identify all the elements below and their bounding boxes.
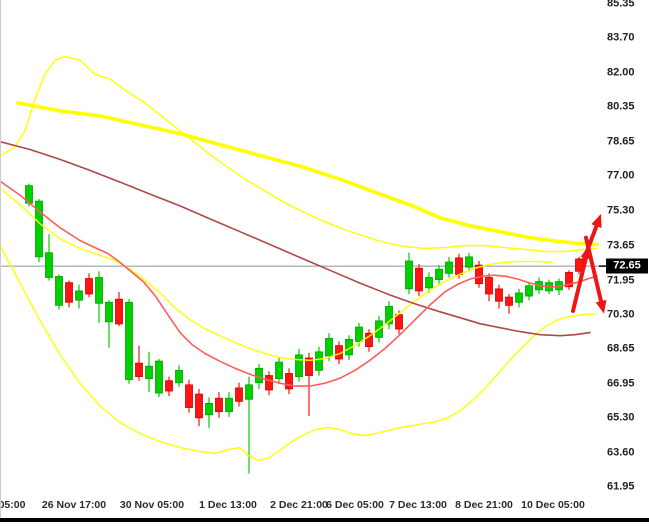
price-axis-label: 75.30 xyxy=(607,204,635,217)
axis-separator-line xyxy=(0,0,1,518)
candle xyxy=(205,403,213,416)
candle xyxy=(145,365,153,380)
candle xyxy=(155,360,163,394)
price-axis-label: 66.95 xyxy=(607,377,635,390)
candle xyxy=(275,361,283,380)
candle xyxy=(365,332,373,348)
forecast-arrow-up-2 xyxy=(582,224,599,262)
price-axis-label: 77.00 xyxy=(607,169,635,182)
candle xyxy=(475,264,483,285)
time-axis-label: 1 Dec 13:00 xyxy=(199,499,257,511)
time-axis-label: 6 Dec 05:00 xyxy=(326,499,384,511)
bottom-border-bar xyxy=(0,518,649,522)
candle xyxy=(305,357,313,376)
candle xyxy=(75,290,83,301)
candle xyxy=(495,288,503,302)
candle xyxy=(445,261,453,274)
price-axis-label: 73.65 xyxy=(607,239,635,251)
candle xyxy=(115,298,123,325)
candle xyxy=(565,271,573,288)
candle xyxy=(165,380,173,392)
candle xyxy=(425,277,433,289)
candle xyxy=(355,326,363,342)
candle xyxy=(265,375,273,391)
candle xyxy=(85,278,93,295)
candle xyxy=(435,268,443,280)
time-axis-label: 26 Nov 17:00 xyxy=(41,499,107,511)
time-axis-label: 10 Dec 05:00 xyxy=(521,499,585,511)
candle xyxy=(235,387,243,402)
price-axis-label: 68.65 xyxy=(607,342,635,355)
candle xyxy=(285,373,293,390)
candle xyxy=(215,397,223,413)
candle xyxy=(225,397,233,413)
current-price-label: 72.65 xyxy=(606,258,648,274)
bollinger-upper-band-line xyxy=(0,55,598,253)
candle xyxy=(415,267,423,292)
candle xyxy=(485,277,493,295)
candle xyxy=(35,200,43,258)
candle xyxy=(525,285,533,297)
bollinger-lower-band-line xyxy=(0,244,596,462)
time-axis-label: 7 Dec 13:00 xyxy=(389,499,447,511)
time-axis-label: 30 Nov 05:00 xyxy=(119,499,185,511)
price-axis-label: 71.95 xyxy=(607,274,635,287)
candle xyxy=(455,257,463,275)
forecast-arrow-down-head xyxy=(595,299,607,314)
forecast-arrow-up-2-head xyxy=(591,213,602,228)
price-axis-label: 63.60 xyxy=(607,446,635,459)
candle xyxy=(505,296,513,306)
price-axis-label: 70.30 xyxy=(607,308,635,321)
candle xyxy=(95,277,103,304)
candle xyxy=(385,305,393,325)
candle xyxy=(295,354,303,377)
bollinger-middle-band-line xyxy=(0,187,553,361)
candle xyxy=(395,314,403,330)
ma-slow-dark-red-line xyxy=(0,140,591,337)
price-axis-label: 78.65 xyxy=(607,135,635,148)
candle xyxy=(45,252,53,278)
candle xyxy=(255,367,263,384)
candle xyxy=(135,362,143,377)
candle xyxy=(185,384,193,408)
ma-fast-pink-line xyxy=(0,180,598,387)
candle xyxy=(405,260,413,290)
price-axis-label: 61.95 xyxy=(607,480,635,493)
candle xyxy=(195,393,203,419)
candle xyxy=(315,351,323,371)
price-axis-label: 85.35 xyxy=(607,0,635,10)
candle xyxy=(175,369,183,384)
candle xyxy=(65,282,73,303)
price-axis-label: 82.00 xyxy=(607,66,635,79)
forecast-arrow-down xyxy=(584,235,604,304)
candle xyxy=(465,256,473,268)
candle xyxy=(105,301,113,323)
candle xyxy=(55,276,63,306)
ma-thick-yellow-line xyxy=(16,101,599,247)
price-axis-label: 83.70 xyxy=(607,31,635,44)
forecast-arrow-up-1 xyxy=(571,256,588,313)
candle xyxy=(245,384,253,400)
candle xyxy=(125,301,133,381)
time-axis-label: 8 Dec 21:00 xyxy=(455,499,513,511)
candle xyxy=(515,292,523,303)
time-axis-label: 05:00 xyxy=(0,499,26,511)
candle xyxy=(325,337,333,357)
price-axis-label: 80.35 xyxy=(607,100,635,113)
time-axis-label: 2 Dec 21:00 xyxy=(270,499,328,511)
price-axis-label: 65.30 xyxy=(607,411,635,424)
